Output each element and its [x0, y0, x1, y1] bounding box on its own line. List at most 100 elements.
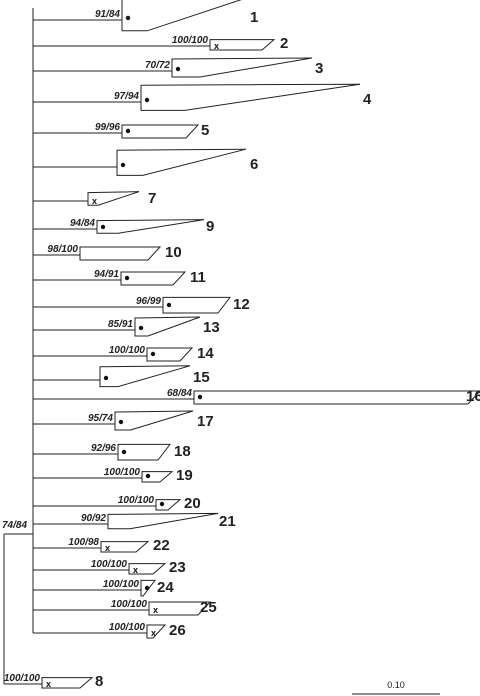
clade-7-collapsed-clade — [87, 191, 140, 206]
clade-1-support-label: 91/84 — [95, 9, 120, 20]
clade-5-number-label: 5 — [201, 122, 209, 139]
clade-2-x-marker: x — [214, 41, 219, 51]
clade-6-collapsed-clade — [116, 148, 247, 176]
clade-21-support-label: 90/92 — [81, 513, 106, 524]
clade-13-number-label: 13 — [203, 319, 220, 336]
clade-1-collapsed-clade — [121, 0, 242, 32]
clade-10-number-label: 10 — [165, 244, 182, 261]
clade-18-number-label: 18 — [174, 443, 191, 460]
clade-15-collapsed-clade — [99, 365, 191, 388]
clade-3-support-label: 70/72 — [145, 60, 170, 71]
clade-12-collapsed-clade — [162, 296, 232, 314]
clade-5-support-label: 99/96 — [95, 122, 120, 133]
clade-8-x-marker: x — [46, 679, 51, 689]
clade-22-x-marker: x — [105, 543, 110, 553]
clade-14-dot-marker — [150, 351, 156, 357]
clade-17-support-label: 95/74 — [88, 413, 113, 424]
clade-20-number-label: 20 — [184, 495, 201, 512]
clade-4-number-label: 4 — [363, 91, 372, 108]
clade-16-support-label: 68/84 — [167, 388, 192, 399]
clade-13-support-label: 85/91 — [108, 319, 133, 330]
clade-6-dot-marker — [120, 162, 126, 168]
clade-19-number-label: 19 — [176, 467, 193, 484]
clade-5-dot-marker — [125, 128, 131, 134]
clade-16-collapsed-clade — [193, 390, 480, 405]
clade-23-collapsed-clade — [128, 563, 167, 575]
clade-3-number-label: 3 — [315, 60, 323, 77]
clade-23-support-label: 100/100 — [91, 559, 128, 570]
clade-5-collapsed-clade — [121, 124, 200, 139]
clade-2-support-label: 100/100 — [172, 35, 209, 46]
clade-2-collapsed-clade — [209, 39, 276, 51]
clade-17-number-label: 17 — [197, 413, 214, 430]
clade-14-collapsed-clade — [146, 347, 194, 362]
clade-7-x-marker: x — [92, 196, 97, 206]
clade-23-number-label: 23 — [169, 559, 186, 576]
clade-7-number-label: 7 — [148, 190, 156, 207]
clade-9-dot-marker — [100, 224, 106, 230]
scale-bar-label: 0.10 — [387, 680, 405, 690]
clade-3-collapsed-clade — [171, 57, 313, 78]
clade-11-dot-marker — [124, 275, 130, 281]
clade-17-collapsed-clade — [114, 410, 194, 431]
clade-26-number-label: 26 — [169, 622, 186, 639]
clade-24-support-label: 100/100 — [103, 579, 140, 590]
clade-4-collapsed-clade — [140, 83, 361, 111]
clade-13-dot-marker — [138, 325, 144, 331]
clade-1-number-label: 1 — [250, 9, 258, 26]
clade-22-number-label: 22 — [153, 537, 170, 554]
clade-6-number-label: 6 — [250, 156, 258, 173]
clade-26-support-label: 100/100 — [109, 622, 146, 633]
clade-22-collapsed-clade — [100, 541, 150, 553]
clade-12-dot-marker — [166, 302, 172, 308]
clade-11-support-label: 94/91 — [94, 269, 119, 280]
clade-20-support-label: 100/100 — [118, 495, 155, 506]
clade-19-dot-marker — [145, 473, 151, 479]
clade-14-number-label: 14 — [197, 345, 214, 362]
clade-16-number-label: 16 — [466, 388, 480, 405]
clade-21-number-label: 21 — [219, 513, 236, 530]
clade-12-support-label: 96/99 — [136, 296, 161, 307]
clade-20-collapsed-clade — [155, 499, 182, 511]
clade-4-support-label: 97/94 — [114, 91, 139, 102]
clade-21-collapsed-clade — [107, 512, 219, 530]
clade-14-support-label: 100/100 — [109, 345, 146, 356]
clade-2-number-label: 2 — [280, 35, 288, 52]
clade-9-number-label: 9 — [206, 218, 214, 235]
clade-4-dot-marker — [144, 97, 150, 103]
clade-1-dot-marker — [125, 15, 131, 21]
clade-24-number-label: 24 — [157, 579, 174, 596]
clade-26-x-marker: x — [151, 628, 156, 638]
clade-3-dot-marker — [175, 66, 181, 72]
clade-25-x-marker: x — [153, 605, 158, 615]
clade-12-number-label: 12 — [233, 296, 250, 313]
clade-20-dot-marker — [159, 501, 165, 507]
clade-25-support-label: 100/100 — [111, 599, 148, 610]
clade-18-collapsed-clade — [117, 443, 172, 461]
clade-8-support-label: 100/100 — [4, 673, 41, 684]
clade-16-dot-marker — [197, 394, 203, 400]
clade-8-collapsed-clade — [41, 677, 94, 689]
clade-8-number-label: 8 — [95, 673, 103, 690]
clade-19-support-label: 100/100 — [104, 467, 141, 478]
clade-9-collapsed-clade — [96, 219, 205, 234]
clade-18-support-label: 92/96 — [91, 443, 116, 454]
clade-9-support-label: 94/84 — [70, 218, 95, 229]
clade-25-number-label: 25 — [200, 599, 217, 616]
clade-15-dot-marker — [103, 375, 109, 381]
clade-11-number-label: 11 — [190, 269, 206, 286]
clade-23-x-marker: x — [133, 565, 138, 575]
clade-24-dot-marker — [144, 585, 150, 591]
clade-19-collapsed-clade — [141, 471, 174, 483]
clade-25-collapsed-clade — [148, 601, 212, 616]
clade-18-dot-marker — [121, 449, 127, 455]
clade-13-collapsed-clade — [134, 316, 201, 337]
clade-11-collapsed-clade — [120, 271, 187, 286]
clade-10-collapsed-clade — [79, 246, 162, 261]
clade-17-dot-marker — [118, 419, 124, 425]
clade-22-support-label: 100/98 — [68, 537, 99, 548]
clade-10-support-label: 98/100 — [47, 244, 78, 255]
root-support-label: 74/84 — [2, 520, 27, 531]
clade-15-number-label: 15 — [193, 369, 210, 386]
